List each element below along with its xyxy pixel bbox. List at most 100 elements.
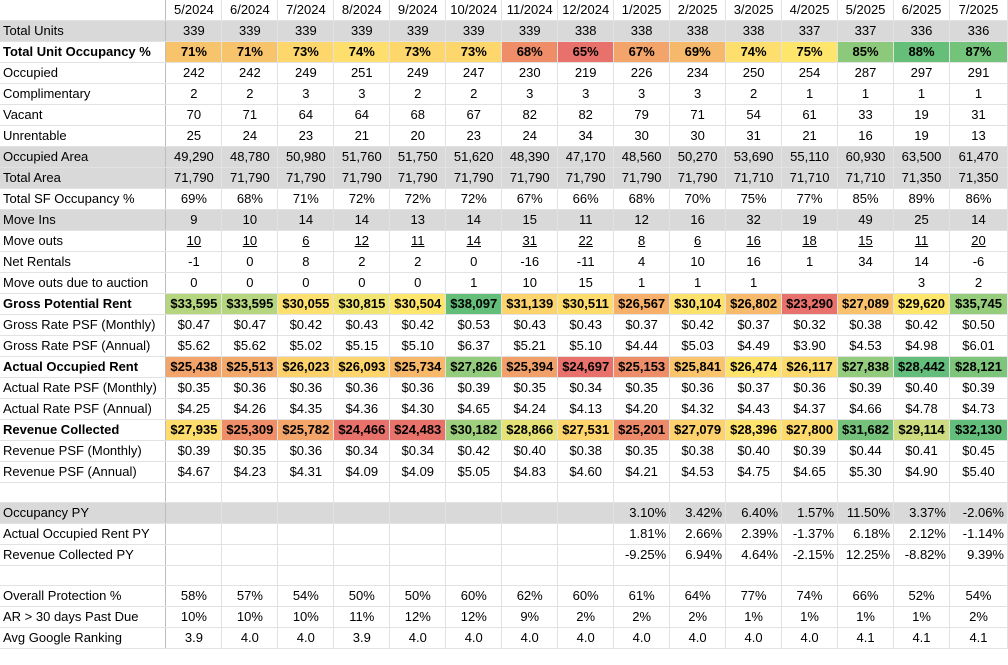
month-header-cell[interactable]: 4/2025	[781, 0, 839, 21]
data-cell[interactable]: 71,790	[277, 167, 335, 189]
data-cell[interactable]: $4.75	[725, 461, 783, 483]
data-cell[interactable]	[613, 482, 671, 503]
data-cell[interactable]: 71%	[277, 188, 335, 210]
data-cell[interactable]: $0.36	[781, 377, 839, 399]
data-cell[interactable]: $4.30	[389, 398, 447, 420]
data-cell[interactable]: 4.0	[501, 627, 559, 649]
row-label-cell[interactable]: Total Unit Occupancy %	[0, 41, 167, 63]
data-cell[interactable]: 21	[781, 125, 839, 147]
data-cell[interactable]: $0.39	[837, 377, 895, 399]
data-cell[interactable]: 65%	[557, 41, 615, 63]
data-cell[interactable]: 11.50%	[837, 502, 895, 524]
data-cell[interactable]: $32,130	[949, 419, 1008, 441]
data-cell[interactable]: 74%	[333, 41, 391, 63]
data-cell[interactable]	[277, 565, 335, 586]
data-cell[interactable]: 68	[389, 104, 447, 126]
data-cell[interactable]: $0.35	[221, 440, 279, 462]
data-cell[interactable]: $0.37	[725, 377, 783, 399]
data-cell[interactable]: 71,790	[221, 167, 279, 189]
data-cell[interactable]: $25,201	[613, 419, 671, 441]
data-cell[interactable]: 0	[333, 272, 391, 294]
data-cell[interactable]: 336	[893, 20, 950, 42]
data-cell[interactable]: 1.57%	[781, 502, 839, 524]
data-cell[interactable]: 71,790	[501, 167, 559, 189]
data-cell[interactable]: 66%	[557, 188, 615, 210]
data-cell[interactable]: $0.39	[445, 377, 503, 399]
data-cell[interactable]: $0.42	[389, 314, 447, 336]
data-cell[interactable]: $4.35	[277, 398, 335, 420]
data-cell[interactable]: 12%	[389, 606, 447, 628]
data-cell[interactable]: $4.60	[557, 461, 615, 483]
data-cell[interactable]: $0.32	[781, 314, 839, 336]
data-cell[interactable]: $4.37	[781, 398, 839, 420]
data-cell[interactable]: 14	[893, 251, 950, 273]
data-cell[interactable]: 1	[669, 272, 727, 294]
data-cell[interactable]: 87%	[949, 41, 1008, 63]
data-cell[interactable]: 15	[557, 272, 615, 294]
data-cell[interactable]: $4.98	[893, 335, 950, 357]
data-cell[interactable]: 71,710	[781, 167, 839, 189]
data-cell[interactable]: 1	[725, 272, 783, 294]
data-cell[interactable]: $0.34	[333, 440, 391, 462]
data-cell[interactable]	[837, 482, 895, 503]
data-cell[interactable]: 67%	[501, 188, 559, 210]
row-label-cell[interactable]: Avg Google Ranking	[0, 627, 167, 649]
data-cell[interactable]	[333, 523, 391, 545]
data-cell[interactable]: 68%	[613, 188, 671, 210]
data-cell[interactable]: 14	[445, 209, 503, 231]
row-label-cell[interactable]: Actual Occupied Rent	[0, 356, 167, 378]
data-cell[interactable]: $4.26	[221, 398, 279, 420]
data-cell[interactable]: 339	[333, 20, 391, 42]
data-cell[interactable]: $0.35	[613, 377, 671, 399]
data-cell[interactable]: 339	[389, 20, 447, 42]
data-cell[interactable]: $27,800	[781, 419, 839, 441]
data-cell[interactable]: $0.43	[557, 314, 615, 336]
data-cell[interactable]: 60%	[445, 585, 503, 607]
data-cell[interactable]: 66%	[837, 585, 895, 607]
data-cell[interactable]: 339	[221, 20, 279, 42]
data-cell[interactable]: $24,697	[557, 356, 615, 378]
data-cell[interactable]: $0.39	[949, 377, 1008, 399]
data-cell[interactable]: $38,097	[445, 293, 503, 315]
data-cell[interactable]: 48,560	[613, 146, 671, 168]
data-cell[interactable]: 242	[165, 62, 223, 84]
data-cell[interactable]: 0	[445, 251, 503, 273]
data-cell[interactable]: 77%	[725, 585, 783, 607]
data-cell[interactable]: 12.25%	[837, 544, 895, 566]
data-cell[interactable]: $5.15	[333, 335, 391, 357]
data-cell[interactable]: -1	[165, 251, 223, 273]
data-cell[interactable]: 16	[837, 125, 895, 147]
data-cell[interactable]: 54	[725, 104, 783, 126]
data-cell[interactable]: $4.53	[669, 461, 727, 483]
data-cell[interactable]: 16	[669, 209, 727, 231]
data-cell[interactable]: 4.0	[781, 627, 839, 649]
data-cell[interactable]: 219	[557, 62, 615, 84]
data-cell[interactable]: 10	[501, 272, 559, 294]
data-cell[interactable]: 6	[669, 230, 727, 252]
data-cell[interactable]: 4.0	[725, 627, 783, 649]
data-cell[interactable]: $0.39	[165, 440, 223, 462]
data-cell[interactable]	[389, 523, 447, 545]
data-cell[interactable]: $5.10	[389, 335, 447, 357]
data-cell[interactable]: $0.40	[893, 377, 950, 399]
data-cell[interactable]: $0.40	[501, 440, 559, 462]
data-cell[interactable]: 71,790	[389, 167, 447, 189]
data-cell[interactable]: $25,309	[221, 419, 279, 441]
row-label-cell[interactable]: Total SF Occupancy %	[0, 188, 167, 210]
data-cell[interactable]: -1.37%	[781, 523, 839, 545]
data-cell[interactable]: 3	[893, 272, 950, 294]
data-cell[interactable]: 71,350	[893, 167, 950, 189]
data-cell[interactable]: 2.12%	[893, 523, 950, 545]
data-cell[interactable]: $24,483	[389, 419, 447, 441]
data-cell[interactable]: 50,270	[669, 146, 727, 168]
data-cell[interactable]: 51,620	[445, 146, 503, 168]
data-cell[interactable]: $5.10	[557, 335, 615, 357]
data-cell[interactable]	[389, 565, 447, 586]
data-cell[interactable]: 10	[221, 209, 279, 231]
header-corner-cell[interactable]	[0, 0, 167, 21]
data-cell[interactable]	[389, 502, 447, 524]
data-cell[interactable]: 12	[613, 209, 671, 231]
data-cell[interactable]: 2	[389, 83, 447, 105]
data-cell[interactable]: 54%	[949, 585, 1008, 607]
data-cell[interactable]: 3	[333, 83, 391, 105]
